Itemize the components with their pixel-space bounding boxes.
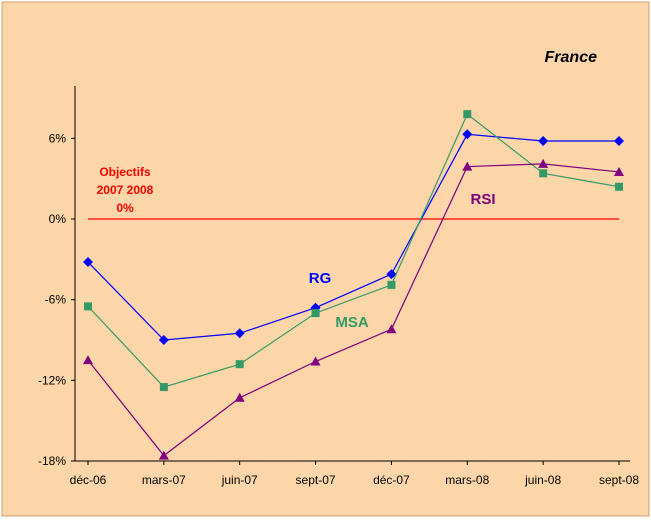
objectives-annotation-line-1: Objectifs: [99, 165, 151, 179]
y-tick-label: 0%: [49, 212, 67, 226]
data-point-msa: [615, 183, 623, 191]
y-tick-label: -6%: [45, 293, 67, 307]
series-label-msa: MSA: [335, 314, 369, 331]
data-point-msa: [236, 360, 244, 368]
objectives-annotation-line-3: 0%: [116, 201, 134, 215]
series-label-rsi: RSI: [470, 191, 495, 208]
data-point-msa: [463, 110, 471, 118]
data-point-msa: [160, 383, 168, 391]
x-tick-label: déc-06: [70, 473, 107, 487]
objectives-annotation-line-2: 2007 2008: [97, 183, 154, 197]
x-tick-label: déc-07: [373, 473, 410, 487]
x-tick-label: sept-08: [599, 473, 639, 487]
x-tick-label: mars-08: [445, 473, 489, 487]
x-tick-label: juin-07: [221, 473, 258, 487]
data-point-msa: [84, 302, 92, 310]
y-tick-label: -18%: [38, 454, 66, 468]
y-tick-label: 6%: [49, 131, 67, 145]
data-point-msa: [539, 169, 547, 177]
x-tick-label: sept-07: [296, 473, 336, 487]
y-tick-label: -12%: [38, 373, 66, 387]
series-label-rg: RG: [309, 270, 332, 287]
chart-background: [2, 2, 649, 516]
x-tick-label: mars-07: [142, 473, 186, 487]
data-point-msa: [387, 281, 395, 289]
x-tick-label: juin-08: [524, 473, 561, 487]
data-point-msa: [312, 309, 320, 317]
chart-title: France: [545, 49, 598, 66]
